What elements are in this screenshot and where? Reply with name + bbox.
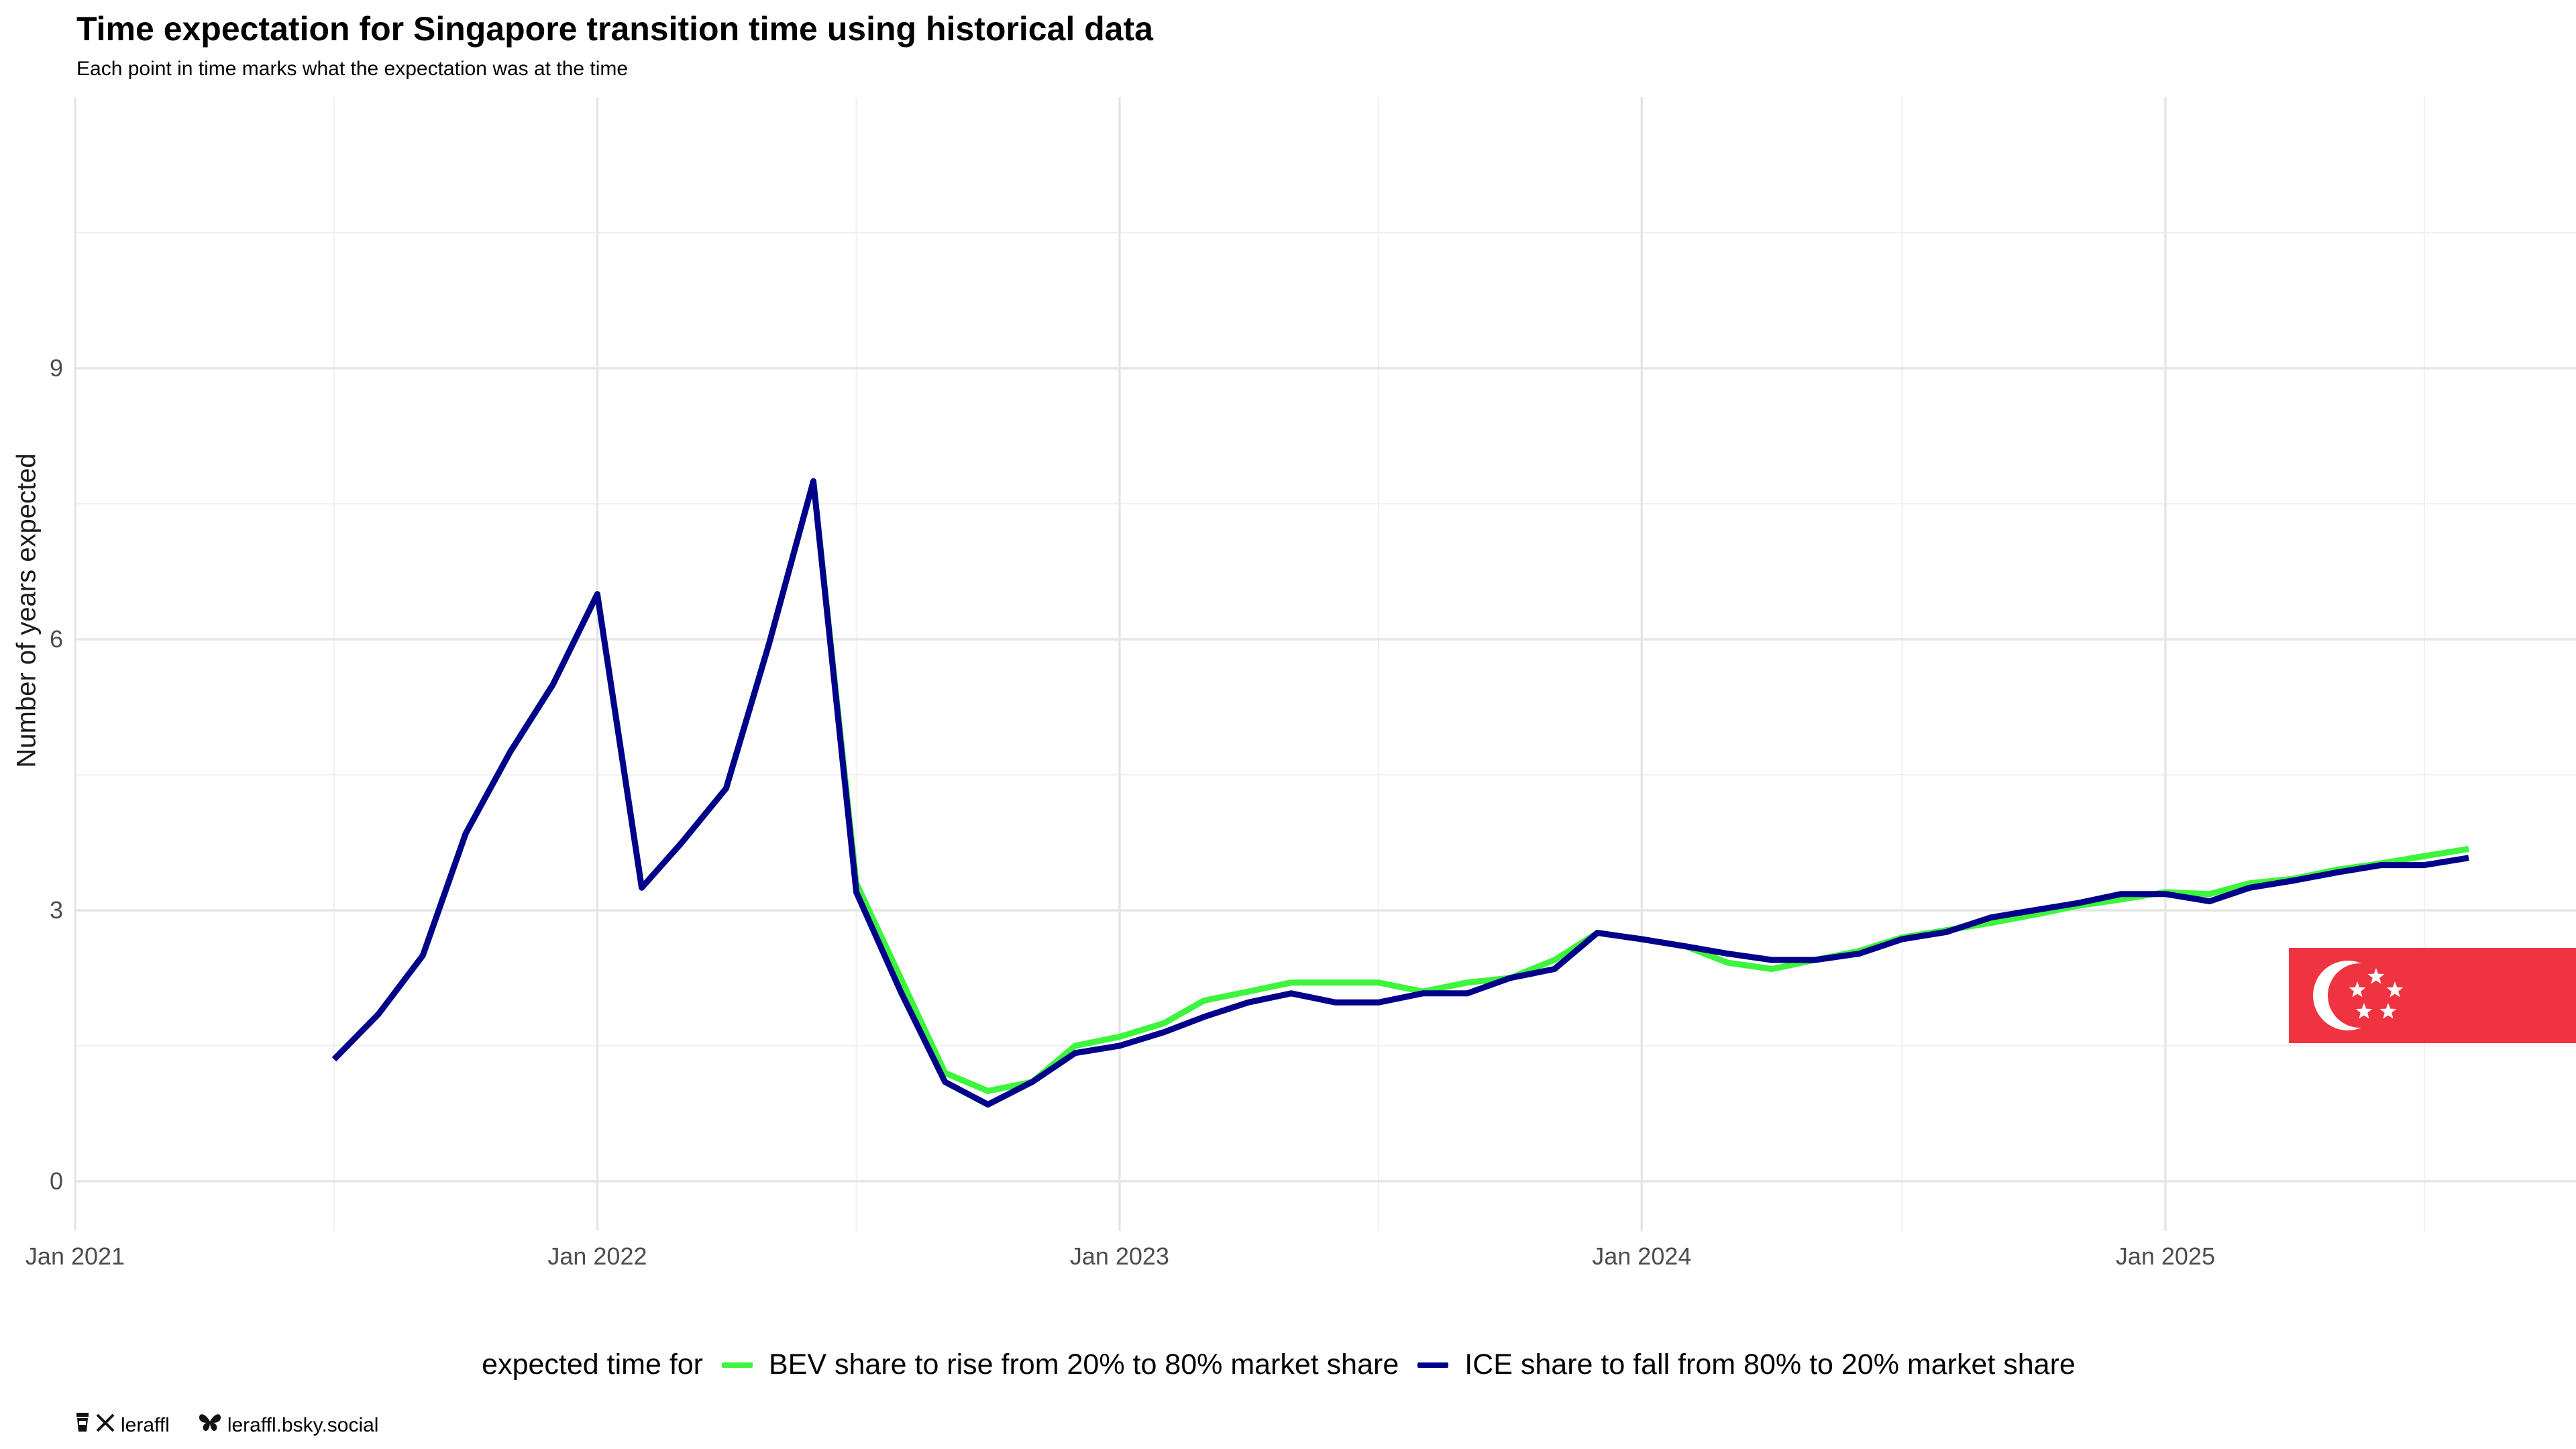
minor-gridlines xyxy=(75,97,2576,1231)
chart-subtitle: Each point in time marks what the expect… xyxy=(76,58,629,80)
legend-label-bev: BEV share to rise from 20% to 80% market… xyxy=(769,1348,1399,1381)
tick-labels: Jan 2021 Jan 2022 Jan 2023 Jan 2024 Jan 2025… xyxy=(25,354,2215,1270)
legend-title: expected time for xyxy=(482,1348,703,1381)
y-tick-label: 9 xyxy=(50,354,63,382)
flag-star xyxy=(2367,968,2385,984)
series-line-ice xyxy=(331,478,2469,1108)
flag-star xyxy=(2355,1003,2373,1019)
coffee-icon xyxy=(75,1411,90,1440)
flag-star xyxy=(2386,981,2404,998)
x-handle: leraffl xyxy=(121,1414,170,1436)
flag-star xyxy=(2379,1003,2397,1019)
legend-item-ice: ICE share to fall from 80% to 20% market… xyxy=(1417,1348,2076,1381)
legend-swatch-bev xyxy=(722,1362,753,1368)
y-tick-label: 0 xyxy=(50,1167,63,1195)
major-gridlines xyxy=(74,97,2576,1231)
flag-star xyxy=(2349,981,2366,998)
singapore-flag xyxy=(2289,948,2576,1043)
x-tick-label: Jan 2021 xyxy=(25,1242,125,1270)
credits: leraffl leraffl.bsky.social xyxy=(75,1411,378,1440)
x-tick-label: Jan 2024 xyxy=(1592,1242,1691,1270)
series-lines xyxy=(331,478,2469,1108)
x-logo-icon xyxy=(95,1413,115,1438)
x-tick-label: Jan 2023 xyxy=(1070,1242,1169,1270)
y-tick-label: 6 xyxy=(50,625,63,653)
legend-swatch-ice xyxy=(1417,1362,1449,1368)
legend: expected time for BEV share to rise from… xyxy=(0,1348,2576,1381)
x-tick-label: Jan 2022 xyxy=(547,1242,647,1270)
butterfly-icon xyxy=(198,1412,222,1439)
y-tick-label: 3 xyxy=(50,896,63,924)
chart-title: Time expectation for Singapore transitio… xyxy=(76,10,1153,48)
x-tick-label: Jan 2025 xyxy=(2116,1242,2215,1270)
legend-item-bev: BEV share to rise from 20% to 80% market… xyxy=(722,1348,1399,1381)
legend-label-ice: ICE share to fall from 80% to 20% market… xyxy=(1464,1348,2076,1381)
bsky-handle: leraffl.bsky.social xyxy=(227,1414,379,1436)
